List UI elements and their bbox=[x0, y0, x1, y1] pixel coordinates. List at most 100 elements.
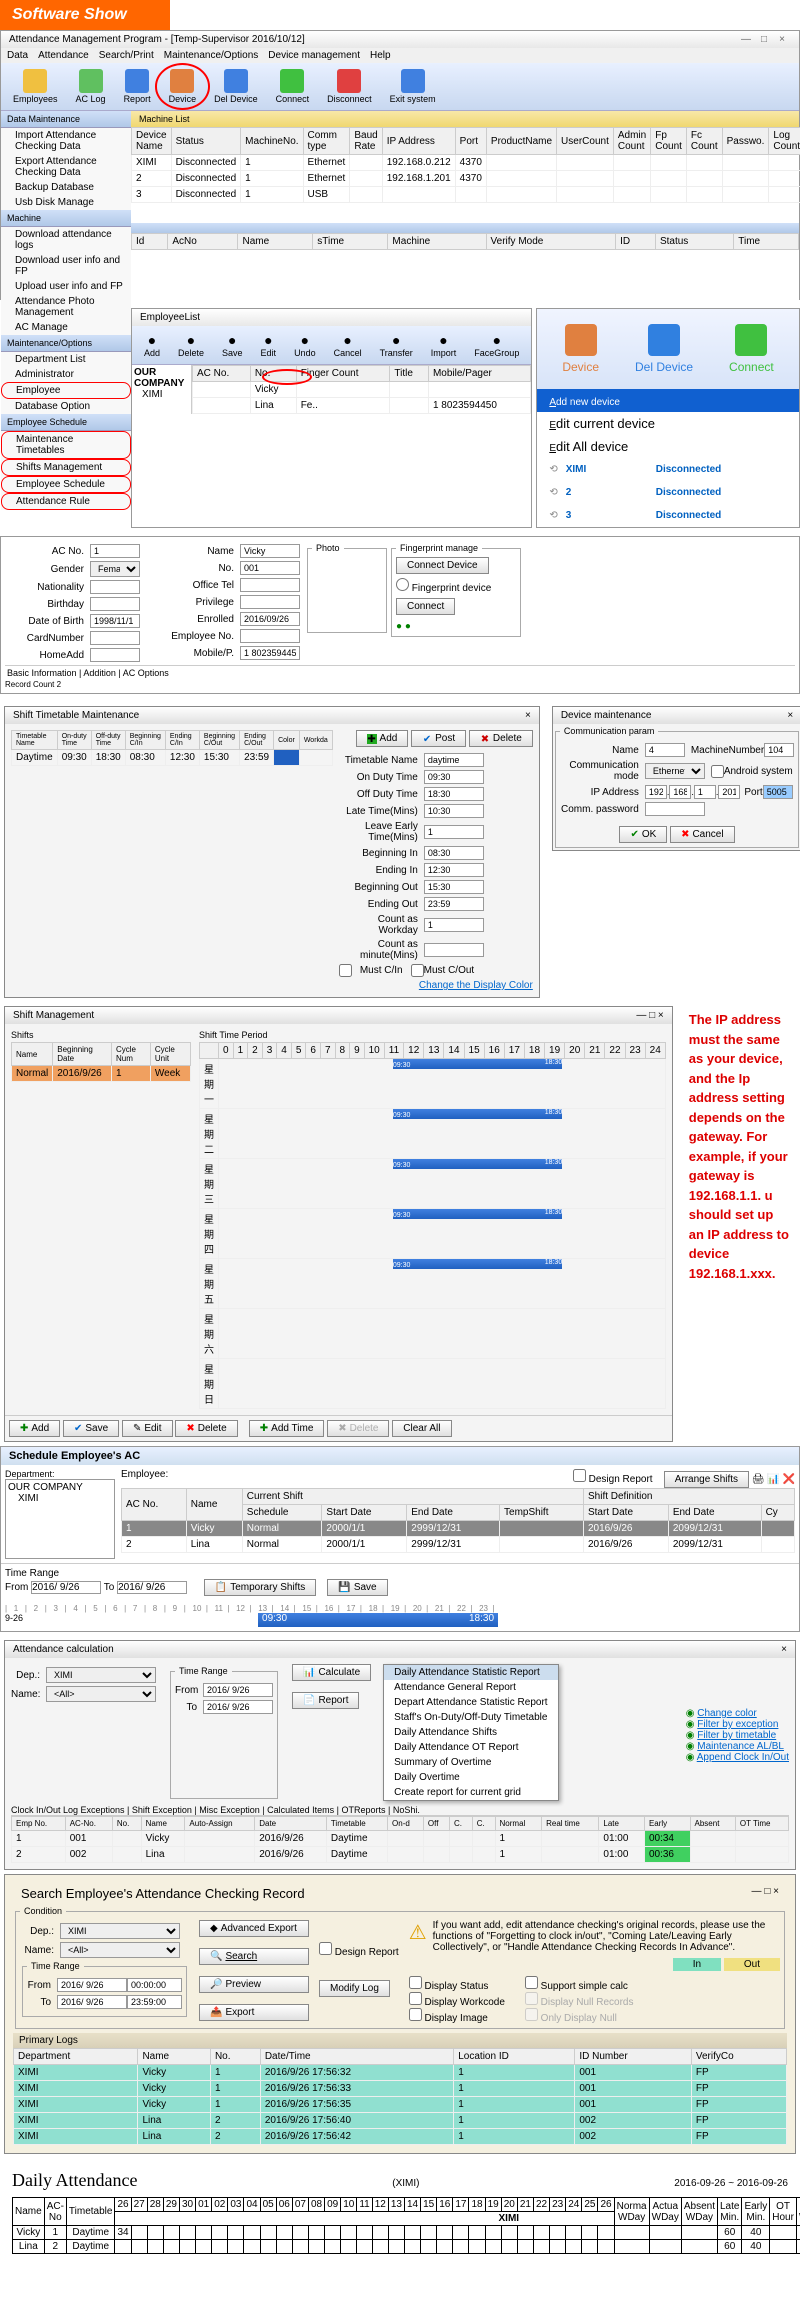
tbtn-device[interactable]: Device bbox=[161, 67, 205, 106]
sideitem-backupdatabase[interactable]: Backup Database bbox=[1, 180, 131, 195]
btn-sm-add[interactable]: ✚ Add bbox=[9, 1420, 60, 1437]
menu-help[interactable]: Help bbox=[370, 50, 391, 61]
inp-ip4[interactable] bbox=[718, 785, 740, 799]
menu-devicemanagement[interactable]: Device management bbox=[268, 50, 360, 61]
srch-row[interactable]: XIMILina22016/9/26 17:56:421002FP bbox=[14, 2129, 787, 2145]
chk-Display Workcode[interactable] bbox=[409, 1992, 422, 2005]
devlist-row[interactable]: ⟲2Disconnected bbox=[537, 481, 799, 504]
menu-searchprint[interactable]: Search/Print bbox=[99, 50, 154, 61]
tab-strip[interactable]: Machine List bbox=[131, 111, 799, 127]
srch-row[interactable]: XIMIVicky12016/9/26 17:56:351001FP bbox=[14, 2097, 787, 2113]
device-row[interactable]: 2Disconnected1Ethernet192.168.1.2014370 bbox=[132, 171, 800, 187]
btn-sch-save[interactable]: 💾 Save bbox=[327, 1579, 387, 1596]
tbtn-employees[interactable]: Employees bbox=[5, 67, 66, 106]
bigbtn-del-device[interactable]: Del Device bbox=[618, 317, 710, 381]
btn-calculate[interactable]: 📊 Calculate bbox=[292, 1664, 371, 1681]
chk-Display Status[interactable] bbox=[409, 1976, 422, 1989]
emp-tbtn-add[interactable]: ●Add bbox=[136, 330, 168, 360]
inp-dmname[interactable] bbox=[645, 743, 685, 757]
sideitem-employeeschedule[interactable]: Employee Schedule bbox=[1, 476, 131, 493]
inp-ttname[interactable] bbox=[424, 753, 484, 767]
inp-acno[interactable] bbox=[90, 544, 140, 558]
inp-ip3[interactable] bbox=[694, 785, 716, 799]
inp-calc-to[interactable] bbox=[203, 1700, 273, 1714]
btn-sm-clear[interactable]: Clear All bbox=[392, 1420, 451, 1437]
emp-tabs[interactable]: Basic Information | Addition | AC Option… bbox=[5, 665, 795, 680]
emp-tbtn-facegroup[interactable]: ●FaceGroup bbox=[466, 330, 527, 360]
btn-sm-delete[interactable]: ✖ Delete bbox=[175, 1420, 237, 1437]
inp-pwd[interactable] bbox=[645, 802, 705, 816]
emp-dept[interactable]: XIMI bbox=[134, 389, 189, 400]
inp-home[interactable] bbox=[90, 648, 140, 662]
srch-max[interactable]: □ bbox=[764, 1886, 770, 1897]
report-item[interactable]: Create report for current grid bbox=[384, 1785, 557, 1800]
chk-design[interactable] bbox=[573, 1469, 586, 1482]
calc-row[interactable]: 2002Lina2016/9/26Daytime101:0000:36 bbox=[12, 1847, 789, 1863]
inp-srch-from-t[interactable] bbox=[127, 1978, 182, 1992]
emp-tbtn-delete[interactable]: ●Delete bbox=[170, 330, 212, 360]
btn-sm-deltime[interactable]: ✖ Delete bbox=[327, 1420, 389, 1437]
srch-min[interactable]: — bbox=[752, 1886, 762, 1897]
btn-arrange[interactable]: Arrange Shifts bbox=[664, 1471, 749, 1488]
sideitem-acmanage[interactable]: AC Manage bbox=[1, 320, 131, 335]
tbtn-report[interactable]: Report bbox=[116, 67, 159, 106]
sideitem-attendancephotomanagement[interactable]: Attendance Photo Management bbox=[1, 294, 131, 320]
sm-close[interactable]: × bbox=[658, 1010, 664, 1021]
btn-dm-ok[interactable]: ✔ OK bbox=[619, 826, 667, 843]
chk-srch-design[interactable] bbox=[319, 1942, 332, 1955]
sideitem-importattendancecheckingdata[interactable]: Import Attendance Checking Data bbox=[1, 128, 131, 154]
sel-gender[interactable]: Female bbox=[90, 561, 140, 577]
btn-connect-device[interactable]: Connect Device bbox=[396, 557, 489, 574]
emp-row[interactable]: Vicky bbox=[193, 382, 531, 398]
inp-nat[interactable] bbox=[90, 580, 140, 594]
sideitem-administrator[interactable]: Administrator bbox=[1, 367, 131, 382]
sideitem-downloaduserinfoandfp[interactable]: Download user info and FP bbox=[1, 253, 131, 279]
inp-priv[interactable] bbox=[240, 595, 300, 609]
sideitem-exportattendancecheckingdata[interactable]: Export Attendance Checking Data bbox=[1, 154, 131, 180]
sideitem-attendancerule[interactable]: Attendance Rule bbox=[1, 493, 131, 510]
calc-link[interactable]: Filter by timetable bbox=[697, 1730, 776, 1741]
inp-no[interactable] bbox=[240, 561, 300, 575]
inp-mobile[interactable] bbox=[240, 646, 300, 660]
btn-sm-save[interactable]: ✔ Save bbox=[63, 1420, 119, 1437]
sideitem-maintenancetimetables[interactable]: Maintenance Timetables bbox=[1, 431, 131, 459]
device-row[interactable]: XIMIDisconnected1Ethernet192.168.0.21243… bbox=[132, 155, 800, 171]
inp-port[interactable] bbox=[763, 785, 793, 799]
report-item[interactable]: Summary of Overtime bbox=[384, 1755, 557, 1770]
report-item[interactable]: Daily Attendance OT Report bbox=[384, 1740, 557, 1755]
calc-tabs[interactable]: Clock In/Out Log Exceptions | Shift Exce… bbox=[11, 1805, 789, 1816]
tbtn-ac-log[interactable]: AC Log bbox=[68, 67, 114, 106]
tbtn-del-device[interactable]: Del Device bbox=[206, 67, 266, 106]
sel-calc-name[interactable]: <All> bbox=[46, 1686, 156, 1702]
menu-edit-current[interactable]: Edit current device bbox=[537, 412, 799, 435]
sideitem-downloadattendancelogs[interactable]: Download attendance logs bbox=[1, 227, 131, 253]
calc-link[interactable]: Maintenance AL/BL bbox=[697, 1741, 784, 1752]
menu-add-device[interactable]: Add new device bbox=[537, 389, 799, 412]
report-item[interactable]: Staff's On-Duty/Off-Duty Timetable bbox=[384, 1710, 557, 1725]
inp-eout[interactable] bbox=[424, 897, 484, 911]
min-btn[interactable]: — bbox=[737, 34, 755, 45]
calc-link[interactable]: Change color bbox=[697, 1708, 756, 1719]
tt-close[interactable]: × bbox=[525, 710, 531, 721]
sideitem-shiftsmanagement[interactable]: Shifts Management bbox=[1, 459, 131, 476]
bigbtn-connect[interactable]: Connect bbox=[712, 317, 791, 381]
sch-row[interactable]: 2LinaNormal2000/1/12999/12/312016/9/2620… bbox=[122, 1537, 795, 1553]
sm-min[interactable]: — bbox=[636, 1010, 646, 1021]
report-item[interactable]: Daily Attendance Shifts bbox=[384, 1725, 557, 1740]
rad-fp-device[interactable] bbox=[396, 578, 409, 591]
menu-maintenanceoptions[interactable]: Maintenance/Options bbox=[164, 50, 259, 61]
sel-srch-name[interactable]: <All> bbox=[60, 1942, 180, 1958]
emp-tbtn-save[interactable]: ●Save bbox=[214, 330, 251, 360]
sch-dept[interactable]: XIMI bbox=[8, 1493, 112, 1504]
inp-enroll[interactable] bbox=[240, 612, 300, 626]
inp-wd[interactable] bbox=[424, 918, 484, 932]
sideitem-departmentlist[interactable]: Department List bbox=[1, 352, 131, 367]
report-item[interactable]: Attendance General Report bbox=[384, 1680, 557, 1695]
sm-max[interactable]: □ bbox=[649, 1010, 655, 1021]
tbtn-disconnect[interactable]: Disconnect bbox=[319, 67, 380, 106]
inp-bday[interactable] bbox=[90, 597, 140, 611]
emp-tbtn-transfer[interactable]: ●Transfer bbox=[372, 330, 421, 360]
srch-row[interactable]: XIMIVicky12016/9/26 17:56:321001FP bbox=[14, 2065, 787, 2081]
report-item[interactable]: Daily Attendance Statistic Report bbox=[384, 1665, 557, 1680]
inp-srch-to-t[interactable] bbox=[127, 1995, 182, 2009]
